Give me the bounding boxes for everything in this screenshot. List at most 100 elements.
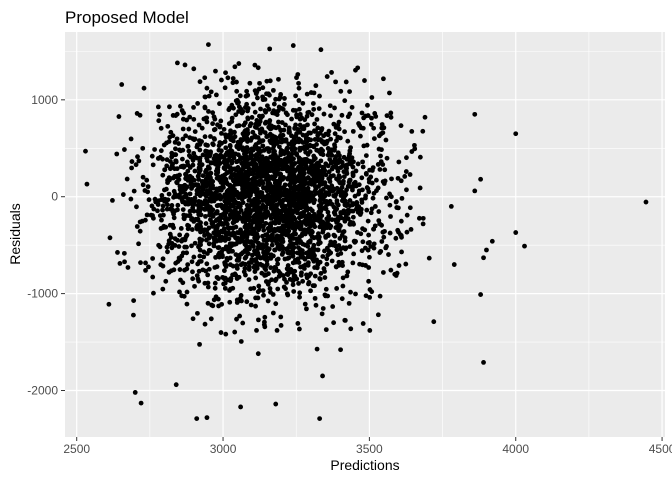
data-point <box>249 252 255 258</box>
data-point <box>244 147 250 153</box>
data-point <box>278 233 284 239</box>
data-point <box>282 101 287 107</box>
data-point <box>280 163 286 169</box>
data-point <box>325 232 331 238</box>
data-point <box>325 209 331 215</box>
data-point <box>245 227 250 232</box>
data-point <box>285 292 291 298</box>
data-point <box>150 256 156 261</box>
data-points <box>83 42 649 421</box>
data-point <box>140 174 146 180</box>
data-point <box>122 259 127 265</box>
data-point <box>478 176 484 182</box>
data-point <box>263 170 269 175</box>
data-point <box>307 239 313 245</box>
data-point <box>348 326 354 332</box>
data-point <box>212 116 218 122</box>
data-point <box>255 172 261 178</box>
data-point <box>227 245 233 250</box>
data-point <box>359 175 365 181</box>
data-point <box>228 192 234 198</box>
data-point <box>332 105 337 111</box>
data-point <box>291 185 297 191</box>
data-point <box>186 126 192 132</box>
data-point <box>257 119 262 125</box>
data-point <box>387 90 392 96</box>
data-point <box>336 126 342 132</box>
data-point <box>384 113 390 119</box>
data-point <box>172 139 178 145</box>
data-point <box>213 68 218 74</box>
data-point <box>252 62 258 68</box>
data-point <box>253 303 258 309</box>
data-point <box>358 133 363 139</box>
data-point <box>297 234 303 240</box>
data-point <box>227 299 233 305</box>
data-point <box>257 209 263 215</box>
data-point <box>207 233 213 239</box>
data-point <box>255 156 260 161</box>
data-point <box>253 275 259 281</box>
data-point <box>263 109 269 115</box>
data-point <box>146 197 152 203</box>
data-point <box>285 145 290 151</box>
data-point <box>268 188 273 194</box>
data-point <box>245 162 251 167</box>
data-point <box>312 265 317 270</box>
data-point <box>289 222 295 228</box>
data-point <box>369 206 375 212</box>
y-tick-label: -1000 <box>27 287 58 301</box>
plot-panel <box>65 32 665 437</box>
data-point <box>242 179 248 184</box>
data-point <box>297 290 303 296</box>
data-point <box>185 226 191 232</box>
data-point <box>198 189 204 195</box>
data-point <box>312 137 318 142</box>
data-point <box>300 248 305 254</box>
data-point <box>307 142 313 148</box>
data-point <box>245 217 251 222</box>
data-point <box>301 227 307 233</box>
data-point <box>278 127 283 133</box>
x-axis-ticks: 2500 3000 3500 4000 4500 <box>63 437 672 456</box>
data-point <box>203 169 208 175</box>
data-point <box>240 261 246 266</box>
data-point <box>272 159 278 164</box>
data-point <box>233 112 239 118</box>
data-point <box>182 244 188 250</box>
data-point <box>484 247 489 253</box>
data-point <box>292 268 298 274</box>
data-point <box>227 206 232 211</box>
data-point <box>270 310 276 316</box>
data-point <box>251 202 256 208</box>
data-point <box>191 219 197 224</box>
data-point <box>375 162 381 167</box>
data-point <box>317 93 322 99</box>
data-point <box>226 107 232 113</box>
data-point <box>347 111 353 117</box>
data-point <box>253 295 258 301</box>
data-point <box>230 285 236 291</box>
data-point <box>321 133 327 139</box>
data-point <box>261 173 267 179</box>
data-point <box>223 244 229 250</box>
data-point <box>312 283 317 289</box>
data-point <box>129 165 135 171</box>
data-point <box>300 241 306 247</box>
data-point <box>261 292 266 298</box>
data-point <box>338 165 344 170</box>
data-point <box>197 161 203 167</box>
data-point <box>384 243 389 249</box>
data-point <box>234 266 240 271</box>
data-point <box>245 130 251 136</box>
data-point <box>221 126 227 132</box>
y-axis-ticks: 1000 0 -1000 -2000 <box>27 93 65 397</box>
data-point <box>184 289 190 295</box>
data-point <box>323 327 329 333</box>
data-point <box>263 272 269 278</box>
data-point <box>335 134 341 140</box>
data-point <box>215 296 221 302</box>
data-point <box>330 304 336 309</box>
data-point <box>155 104 161 110</box>
data-point <box>216 303 222 309</box>
